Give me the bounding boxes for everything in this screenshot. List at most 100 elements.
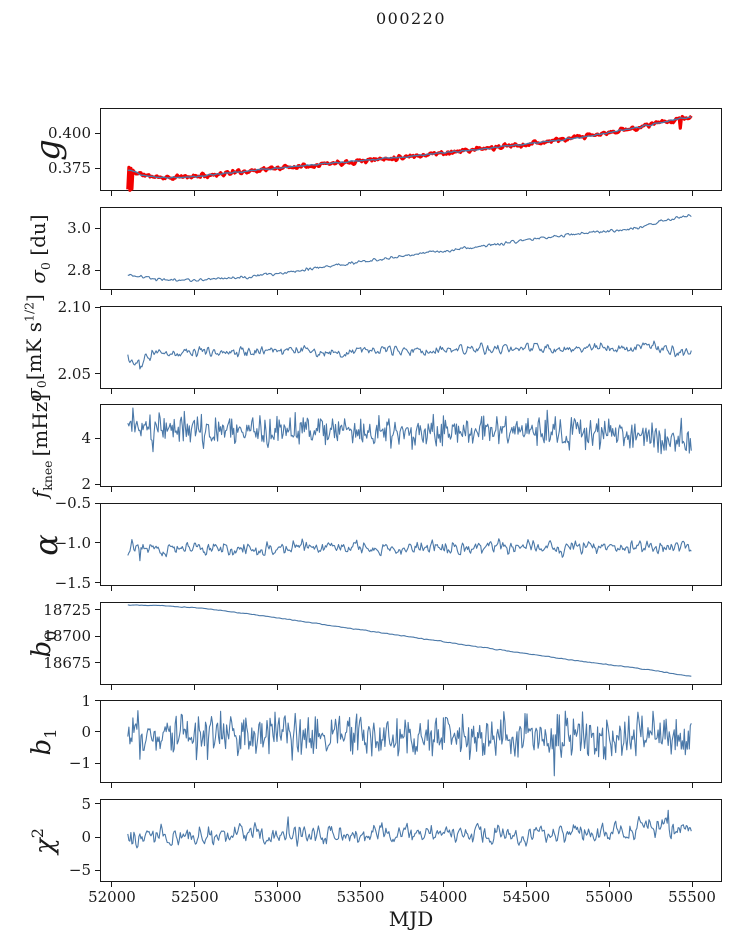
x-axis-tick-mark — [277, 685, 279, 690]
x-axis-tick-mark — [525, 783, 527, 788]
x-axis-tick-mark — [442, 191, 444, 196]
x-axis-tick-mark — [194, 290, 196, 295]
y-axis-tick-label: 2.10 — [57, 298, 91, 317]
x-axis-tick-mark — [277, 290, 279, 295]
series-b0 — [127, 604, 692, 677]
y-axis-tick-mark — [95, 869, 100, 871]
x-axis-tick-mark — [111, 389, 113, 394]
y-axis-tick-mark — [95, 635, 100, 637]
plot-canvas-sigma0-mks — [127, 340, 692, 370]
y-axis-label-sigma0-du: σ0 [du] — [25, 213, 53, 284]
x-axis-tick-mark — [608, 685, 610, 690]
x-axis-tick-mark — [691, 882, 693, 887]
y-axis-tick-label: 18675 — [43, 653, 91, 672]
y-axis-tick-label: 2.05 — [57, 364, 91, 383]
plot-canvas-sigma0-du — [127, 214, 692, 283]
x-axis-tick-label: 55000 — [585, 888, 633, 906]
x-axis-tick-mark — [442, 586, 444, 591]
x-axis-tick-label: 52500 — [170, 888, 219, 906]
x-axis-tick-mark — [442, 389, 444, 394]
plot-canvas-b0 — [127, 604, 692, 677]
plot-panel-fknee — [100, 404, 722, 487]
y-axis-tick-mark — [95, 836, 100, 838]
x-axis-tick-mark — [277, 882, 279, 887]
x-axis-tick-mark — [442, 487, 444, 492]
x-axis-tick-label: 55500 — [668, 888, 716, 906]
y-axis-tick-mark — [95, 803, 100, 805]
y-axis-tick-label: 18700 — [43, 627, 91, 646]
x-axis-tick-mark — [111, 191, 113, 196]
y-axis-tick-label: 2.8 — [67, 261, 91, 280]
x-axis-tick-label: 54500 — [502, 888, 551, 906]
y-axis-label-sigma0-mks: σ0[mK s1/2] — [21, 293, 50, 402]
x-axis-tick-mark — [691, 586, 693, 591]
x-axis-tick-mark — [442, 882, 444, 887]
x-axis-tick-mark — [691, 487, 693, 492]
x-axis-tick-mark — [608, 389, 610, 394]
x-axis-tick-mark — [608, 882, 610, 887]
x-axis-tick-mark — [277, 389, 279, 394]
series-b1 — [127, 710, 692, 777]
x-axis-tick-mark — [111, 882, 113, 887]
x-axis-tick-label: 53000 — [253, 888, 302, 906]
x-axis-tick-mark — [691, 389, 693, 394]
x-axis-tick-mark — [194, 783, 196, 788]
series-g-fit — [127, 116, 692, 179]
x-axis-tick-mark — [194, 882, 196, 887]
x-axis-tick-mark — [194, 586, 196, 591]
y-axis-tick-mark — [95, 132, 100, 134]
y-axis-tick-mark — [95, 437, 100, 439]
series-alpha — [127, 538, 692, 562]
x-axis-tick-mark — [691, 685, 693, 690]
x-axis-tick-mark — [360, 487, 362, 492]
y-axis-label-chi2: χ2 — [28, 827, 60, 854]
x-axis-tick-mark — [608, 191, 610, 196]
x-axis-tick-label: 52000 — [88, 888, 136, 906]
y-axis-tick-label: 0 — [81, 722, 91, 741]
x-axis-tick-mark — [111, 487, 113, 492]
plot-panel-alpha — [100, 503, 722, 586]
y-axis-tick-mark — [95, 502, 100, 504]
x-axis-tick-mark — [194, 191, 196, 196]
x-axis-tick-mark — [277, 191, 279, 196]
x-axis-tick-mark — [442, 783, 444, 788]
x-axis-tick-mark — [111, 586, 113, 591]
y-axis-label-b1: b1 — [26, 728, 61, 755]
x-axis-tick-mark — [360, 685, 362, 690]
y-axis-label-g: g — [28, 138, 68, 161]
x-axis-tick-mark — [608, 290, 610, 295]
series-sigma0-mks — [127, 340, 692, 370]
y-axis-label-fknee: fknee [mHz] — [27, 393, 55, 498]
y-axis-tick-mark — [95, 700, 100, 702]
y-axis-tick-label: −1.5 — [54, 573, 91, 592]
y-axis-tick-mark — [95, 167, 100, 169]
x-axis-tick-mark — [277, 487, 279, 492]
x-axis-tick-label: 53500 — [336, 888, 385, 906]
x-axis-tick-mark — [525, 191, 527, 196]
x-axis-tick-mark — [360, 586, 362, 591]
plot-panel-chi2 — [100, 799, 722, 882]
series-g-raw — [126, 114, 693, 192]
y-axis-tick-mark — [95, 269, 100, 271]
plot-panel-g — [100, 108, 722, 192]
y-axis-tick-label: 4 — [81, 429, 91, 448]
y-axis-label-b0: b0 — [26, 630, 61, 657]
y-axis-tick-label: 0.375 — [48, 159, 91, 178]
x-axis-tick-mark — [360, 191, 362, 196]
y-axis-tick-mark — [95, 731, 100, 733]
y-axis-tick-label: −5 — [68, 861, 91, 880]
y-axis-tick-label: 18725 — [43, 600, 91, 619]
x-axis-tick-mark — [111, 290, 113, 295]
y-axis-tick-mark — [95, 483, 100, 485]
x-axis-tick-mark — [111, 783, 113, 788]
x-axis-tick-mark — [360, 389, 362, 394]
x-axis-tick-mark — [608, 487, 610, 492]
y-axis-tick-label: 0.400 — [48, 124, 91, 143]
x-axis-tick-mark — [525, 685, 527, 690]
y-axis-tick-label: −1 — [68, 754, 91, 772]
series-chi2 — [127, 809, 692, 849]
x-axis-tick-mark — [442, 685, 444, 690]
y-axis-tick-label: 2 — [81, 475, 91, 493]
plot-canvas-fknee — [127, 407, 692, 455]
